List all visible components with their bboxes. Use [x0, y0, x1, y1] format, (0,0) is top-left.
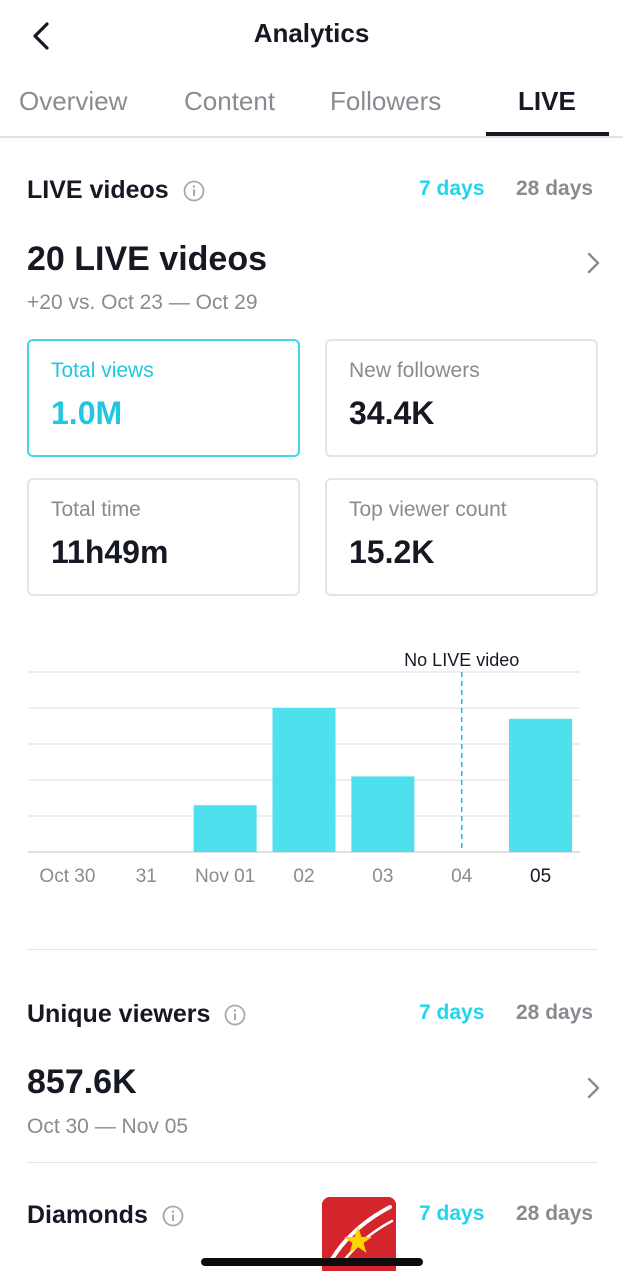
chart-tick-label: 31: [136, 866, 157, 887]
chevron-right-icon[interactable]: [580, 250, 606, 276]
unique-viewers-28-days[interactable]: 28 days: [516, 1001, 594, 1024]
chevron-right-icon[interactable]: [580, 1075, 606, 1101]
metric-label: Total views: [51, 359, 154, 382]
active-tab-indicator: [486, 132, 609, 136]
live-videos-title: LIVE videos: [27, 176, 169, 204]
tab-followers[interactable]: Followers: [330, 86, 442, 116]
diamonds-28-days[interactable]: 28 days: [516, 1202, 594, 1225]
tab-overview[interactable]: Overview: [19, 86, 128, 116]
chart-bar: [272, 708, 336, 852]
chart-tick-label: 02: [293, 866, 314, 887]
unique-viewers-period: Oct 30 — Nov 05: [27, 1115, 189, 1138]
unique-viewers-value: 857.6K: [27, 1063, 137, 1101]
live-videos-7-days[interactable]: 7 days: [419, 177, 485, 200]
diamonds-7-days[interactable]: 7 days: [419, 1202, 485, 1225]
tab-bar: Overview Content Followers LIVE: [0, 80, 623, 138]
live-videos-section-title: LIVE videos: [27, 176, 205, 205]
info-icon[interactable]: [162, 1205, 184, 1227]
metric-value: 34.4K: [349, 395, 435, 431]
bar-chart-svg: Oct 30 31 Nov 01 02 03 04 No LIVE video 05: [28, 650, 580, 887]
info-icon[interactable]: [183, 180, 205, 202]
metric-card-new-followers[interactable]: New followers 34.4K: [325, 339, 598, 457]
metric-value: 15.2K: [349, 534, 435, 570]
chart-bar: [351, 776, 415, 852]
home-indicator: [201, 1258, 423, 1266]
live-videos-comparison: +20 vs. Oct 23 — Oct 29: [27, 291, 258, 314]
unique-viewers-7-days[interactable]: 7 days: [419, 1001, 485, 1024]
chart-bar: [509, 718, 573, 852]
section-divider: [27, 1162, 598, 1163]
back-button[interactable]: [22, 16, 62, 56]
info-icon[interactable]: [224, 1004, 246, 1026]
diamonds-title: Diamonds: [27, 1201, 148, 1229]
page-title: Analytics: [253, 18, 370, 48]
unique-viewers-title: Unique viewers: [27, 1000, 211, 1028]
metric-card-total-time[interactable]: Total time 11h49m: [27, 478, 300, 596]
chevron-left-icon: [33, 22, 49, 50]
total-views-chart: Oct 30 31 Nov 01 02 03 04 No LIVE video 05: [0, 640, 623, 900]
tab-content[interactable]: Content: [184, 86, 276, 116]
chart-tick-label: 05: [530, 866, 551, 887]
metric-card-total-views[interactable]: Total views 1.0M: [27, 339, 300, 457]
live-videos-count: 20 LIVE videos: [27, 240, 267, 278]
tab-live[interactable]: LIVE: [518, 86, 576, 116]
metric-card-top-viewer-count[interactable]: Top viewer count 15.2K: [325, 478, 598, 596]
chart-bar: [193, 805, 257, 852]
metric-value: 11h49m: [51, 534, 169, 570]
metric-label: Top viewer count: [349, 498, 507, 521]
metric-label: New followers: [349, 359, 480, 382]
metric-value: 1.0M: [51, 395, 123, 431]
chart-tick-label: Nov 01: [195, 866, 255, 887]
app-header: Analytics: [0, 0, 623, 70]
section-divider: [27, 949, 598, 950]
metric-label: Total time: [51, 498, 141, 521]
unique-viewers-section-title: Unique viewers: [27, 1000, 246, 1029]
live-videos-28-days[interactable]: 28 days: [516, 177, 594, 200]
diamonds-section-title: Diamonds: [27, 1201, 184, 1230]
chart-tick-label: 03: [372, 866, 393, 887]
chart-tick-label: Oct 30: [39, 866, 95, 887]
chart-tick-label: 04: [451, 866, 473, 887]
chart-annotation-label: No LIVE video: [404, 650, 519, 670]
